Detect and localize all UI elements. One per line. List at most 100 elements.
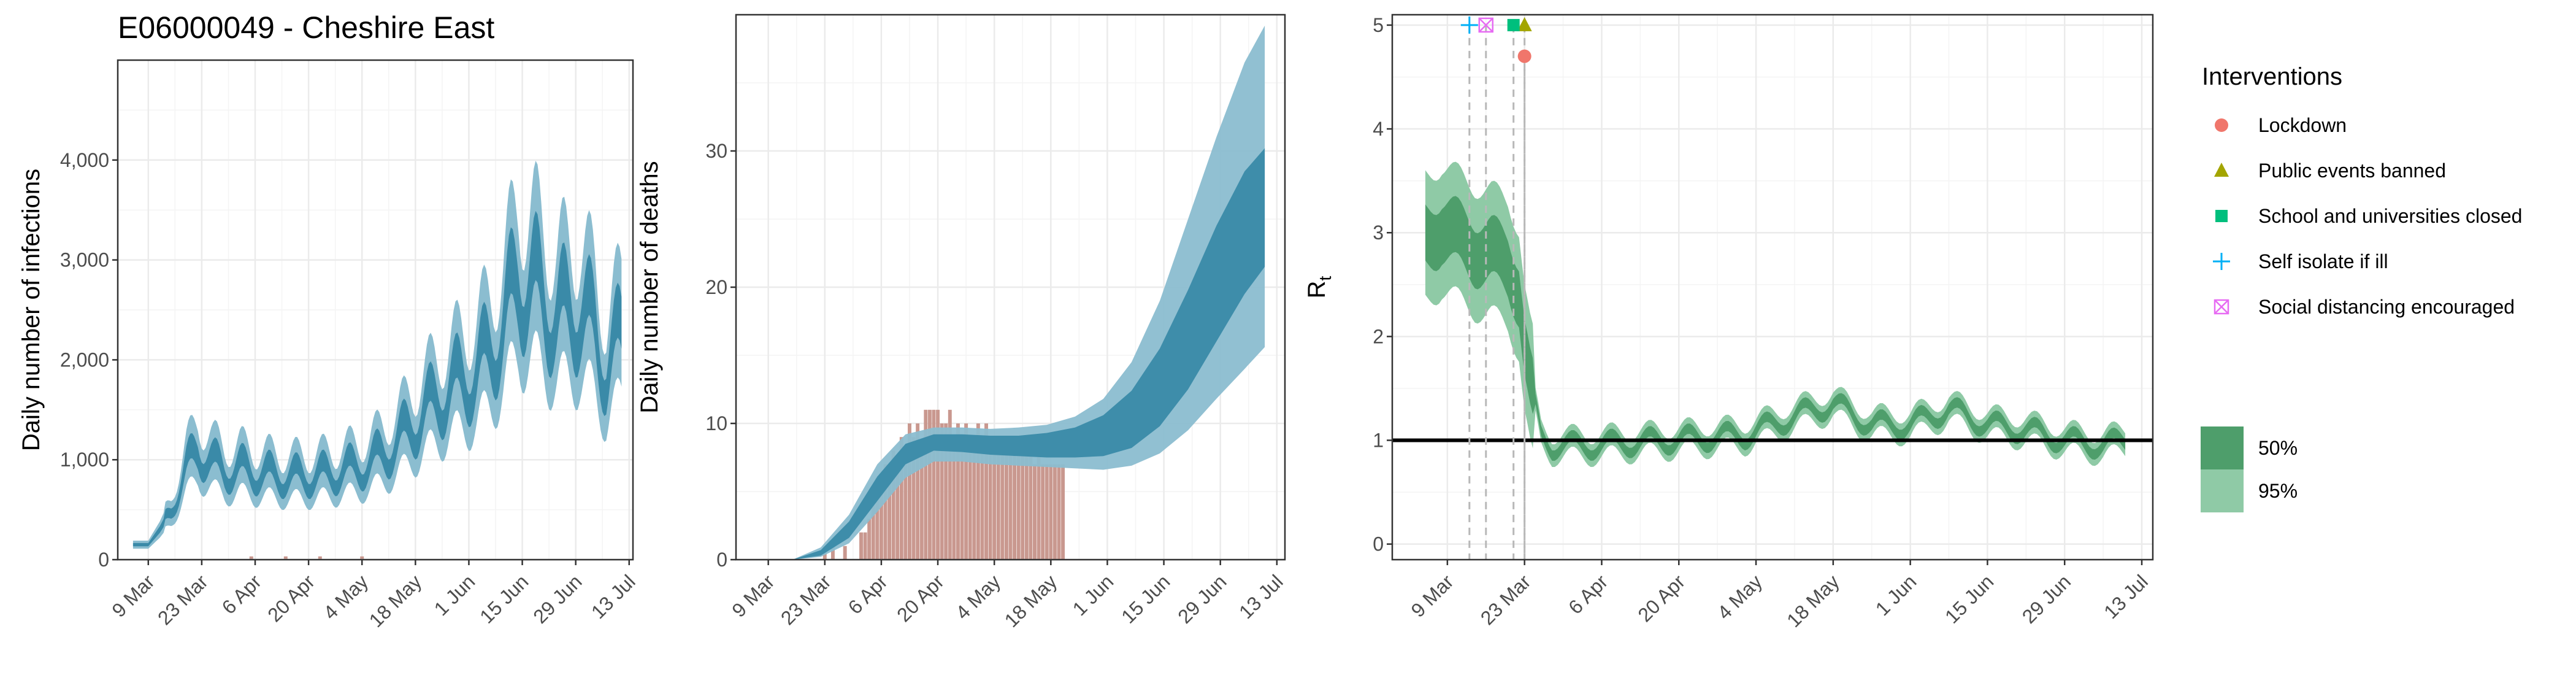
deaths-bar xyxy=(988,437,992,560)
interventions-legend: Interventions Lockdown Public events bann… xyxy=(2201,63,2522,512)
intervention-marker xyxy=(1478,17,1493,33)
deaths-bar xyxy=(919,450,924,560)
infections-bar xyxy=(318,556,322,559)
deaths-bar xyxy=(883,464,887,560)
y-tick-label: 0 xyxy=(716,549,727,571)
chart-title: E06000049 - Cheshire East xyxy=(118,10,494,45)
deaths-bar xyxy=(1024,450,1029,560)
intervention-marker xyxy=(1517,17,1532,31)
deaths-bar xyxy=(908,423,911,560)
deaths-bar xyxy=(1021,450,1025,560)
legend-item-label: Lockdown xyxy=(2258,114,2347,136)
deaths-bar xyxy=(911,437,916,560)
legend-key-plus xyxy=(2213,253,2230,270)
legend-item-label: School and universities closed xyxy=(2258,205,2522,227)
deaths-bar xyxy=(1008,450,1013,560)
deaths-bar xyxy=(1037,450,1041,560)
deaths-bar xyxy=(984,423,988,560)
deaths-bar xyxy=(960,437,964,560)
y-tick-label: 3,000 xyxy=(60,249,109,271)
y-axis-label: Daily number of infections xyxy=(18,169,45,451)
deaths-bar xyxy=(976,423,980,560)
deaths-bar xyxy=(992,437,997,560)
y-tick-label: 2,000 xyxy=(60,349,109,371)
plot-area xyxy=(132,160,622,559)
plot-frame xyxy=(1391,14,2154,561)
deaths-bar xyxy=(940,423,944,560)
y-tick-label: 3 xyxy=(1373,222,1384,244)
deaths-bar xyxy=(1049,464,1053,560)
deaths-bar xyxy=(891,450,895,560)
y-axis-label: Daily number of deaths xyxy=(636,161,663,413)
deaths-bar xyxy=(871,505,875,560)
deaths-bar xyxy=(899,437,903,560)
legend-key-square xyxy=(2215,210,2228,222)
y-axis-label-subscript: t xyxy=(1316,276,1335,280)
rt-band-50 xyxy=(1425,196,2126,461)
infections-bar xyxy=(283,556,288,559)
deaths-bar xyxy=(1000,450,1005,560)
y-tick-label: 0 xyxy=(98,549,109,571)
deaths-bar xyxy=(1016,437,1021,560)
y-tick-label: 5 xyxy=(1373,14,1384,36)
deaths-bar xyxy=(867,519,872,560)
deaths-bar xyxy=(1041,464,1045,560)
deaths-bar xyxy=(927,409,932,560)
deaths-bar xyxy=(996,437,1000,560)
legend-item-label: Social distancing encouraged xyxy=(2258,296,2515,318)
deaths-bar xyxy=(1061,464,1065,560)
deaths-bar xyxy=(1029,450,1033,560)
rt-band-95 xyxy=(1425,161,2126,468)
y-tick-label: 4,000 xyxy=(60,149,109,171)
legend-bands: 50% 95% xyxy=(2201,426,2298,512)
deaths-bar xyxy=(948,409,952,560)
deaths-bar xyxy=(952,437,956,560)
deaths-bar xyxy=(972,437,976,560)
intervention-marker xyxy=(1507,18,1520,31)
deaths-bar xyxy=(879,492,883,560)
legend-items: Lockdown Public events banned School and u… xyxy=(2213,114,2522,318)
deaths-bar xyxy=(1033,464,1037,560)
deaths-bar xyxy=(1052,464,1057,560)
deaths-bar xyxy=(1013,437,1017,560)
y-tick-label: 2 xyxy=(1373,325,1384,347)
infections-bar xyxy=(249,556,253,559)
legend-key-triangle xyxy=(2214,163,2229,177)
infections-bar xyxy=(360,556,364,559)
y-tick-label: 30 xyxy=(705,140,727,162)
intervention-marker xyxy=(1517,49,1531,63)
legend-band-swatch xyxy=(2201,469,2244,512)
deaths-bar xyxy=(980,437,984,560)
y-tick-label: 10 xyxy=(705,412,727,434)
deaths-bar xyxy=(944,423,948,560)
plot-area xyxy=(752,25,1265,560)
deaths-bar xyxy=(936,409,940,560)
legend-title: Interventions xyxy=(2202,63,2342,90)
plot-frame xyxy=(117,59,634,561)
legend-band-label: 95% xyxy=(2258,480,2298,502)
deaths-bar xyxy=(932,409,936,560)
legend-item-label: Self isolate if ill xyxy=(2258,250,2388,272)
deaths-bar xyxy=(895,464,900,560)
deaths-bar xyxy=(964,423,968,560)
deaths-bar xyxy=(859,532,863,560)
deaths-bar xyxy=(1045,464,1049,560)
deaths-bar xyxy=(924,409,928,560)
deaths-band-50 xyxy=(752,148,1265,560)
deaths-bar xyxy=(1004,450,1008,560)
y-tick-label: 20 xyxy=(705,276,727,298)
legend-band-swatch xyxy=(2201,426,2244,469)
intervention-markers xyxy=(1460,16,1532,63)
y-tick-label: 4 xyxy=(1373,118,1384,140)
legend-item-label: Public events banned xyxy=(2258,160,2446,182)
deaths-bar xyxy=(875,477,880,560)
deaths-bar xyxy=(1057,464,1061,560)
legend-key-circle xyxy=(2215,118,2228,132)
legend-band-label: 50% xyxy=(2258,437,2298,459)
deaths-bar xyxy=(916,423,920,560)
intervention-marker xyxy=(1460,16,1478,34)
plot-area xyxy=(1392,25,2153,560)
y-tick-label: 1 xyxy=(1373,429,1384,451)
